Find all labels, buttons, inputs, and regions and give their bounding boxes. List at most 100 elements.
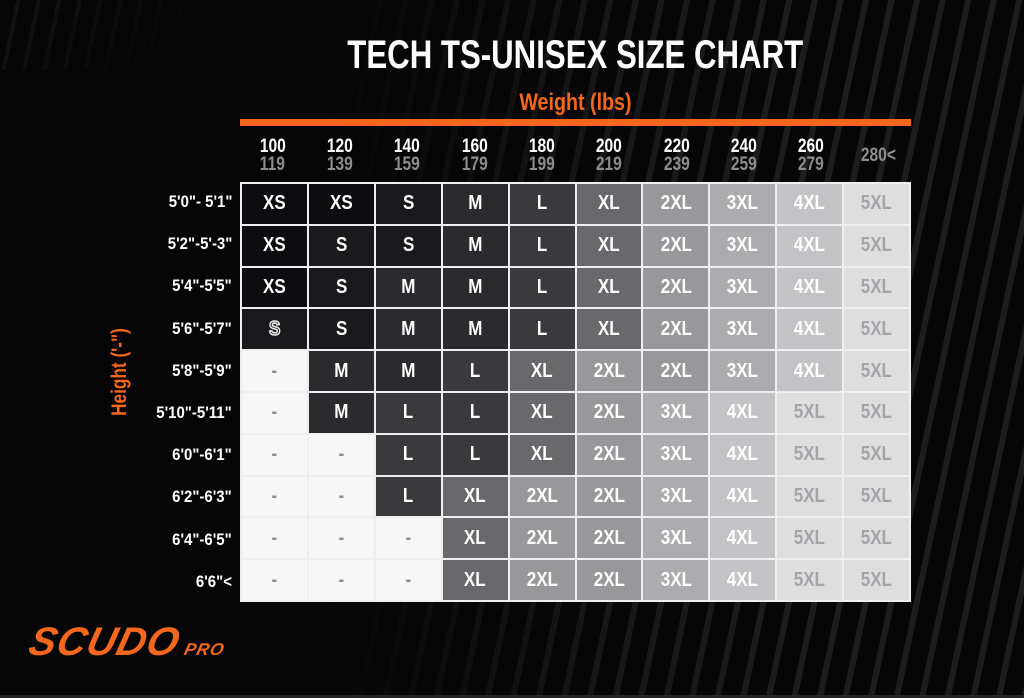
size-cell-value: 4XL	[794, 317, 826, 340]
weight-col-header: 100 119	[240, 136, 305, 176]
size-cell: 2XL	[643, 225, 709, 266]
size-cell-value: 2XL	[526, 568, 558, 591]
size-cell-value: -	[405, 526, 412, 549]
size-cell-value: 4XL	[727, 568, 759, 591]
size-cell: 5XL	[844, 560, 909, 600]
weight-axis-label-text: Weight (lbs)	[519, 89, 632, 116]
size-cell: S	[375, 184, 441, 224]
size-cell-value: 5XL	[860, 275, 893, 298]
size-cell-value: S	[335, 234, 348, 257]
size-cell: M	[442, 267, 508, 308]
size-cell-value: -	[338, 526, 345, 549]
size-cell-empty: -	[308, 518, 374, 559]
size-cell: 2XL	[576, 392, 642, 433]
size-cell-value: 2XL	[593, 526, 625, 549]
size-cell: 2XL	[576, 351, 642, 391]
size-cell: M	[375, 351, 441, 391]
size-cell-value: L	[536, 275, 548, 298]
weight-col-bottom-value: 119	[260, 154, 286, 175]
size-cell-value: XL	[531, 401, 553, 424]
size-cell-value: 3XL	[727, 317, 759, 340]
size-cell-value: M	[468, 192, 483, 215]
size-cell: L	[375, 434, 441, 475]
size-cell-value: 5XL	[860, 443, 893, 466]
size-cell-value: 2XL	[593, 359, 625, 382]
size-cell-value: 5XL	[860, 317, 893, 340]
size-cell-value: 2XL	[660, 192, 692, 215]
size-cell-value: XL	[464, 484, 487, 507]
size-cell-empty: -	[242, 434, 307, 475]
brand-name: SCUDO	[24, 620, 185, 664]
size-cell-value: M	[334, 359, 349, 382]
size-cell: 5XL	[844, 309, 909, 350]
size-cell: 5XL	[777, 392, 843, 433]
size-cell: XS	[242, 184, 307, 224]
size-cell-value: 5XL	[794, 484, 826, 507]
weight-col-header: 160 179	[442, 136, 507, 176]
bottom-edge-line	[0, 695, 1024, 698]
size-cell: L	[442, 434, 508, 475]
size-cell: 4XL	[710, 392, 776, 433]
height-row-label: 5'4"-5'5"	[116, 266, 232, 306]
height-row-label-text: 6'6"<	[195, 571, 232, 591]
size-cell-value: L	[536, 317, 548, 340]
weight-col-bottom-value: 259	[730, 154, 757, 175]
size-cell-value: 4XL	[794, 192, 826, 215]
weight-col-header: 140 159	[375, 136, 440, 176]
size-cell: 5XL	[777, 560, 843, 600]
size-cell-empty: -	[242, 518, 307, 559]
size-grid: XS XS S M L XL 2XL 3XL 4XL 5XL XS S S M L XL 2XL 3XL 4XL 5X…	[240, 182, 911, 602]
size-cell-value: 5XL	[794, 443, 826, 466]
weight-col-header: 260 279	[778, 136, 843, 176]
weight-col-bottom-value: 139	[326, 154, 353, 175]
size-cell-empty: -	[242, 476, 307, 517]
size-cell-value: XL	[464, 568, 487, 591]
size-cell: M	[442, 309, 508, 350]
size-cell-value: L	[469, 443, 481, 466]
size-cell: M	[442, 184, 508, 224]
size-cell: 4XL	[777, 309, 843, 350]
size-cell: 3XL	[710, 351, 776, 391]
size-cell: 5XL	[844, 476, 909, 517]
size-cell: 2XL	[576, 476, 642, 517]
size-cell-value: XS	[330, 192, 353, 215]
size-cell: XS	[242, 225, 307, 266]
size-cell: 5XL	[777, 476, 843, 517]
weight-col-header: 120 139	[307, 136, 372, 176]
size-cell-value: M	[401, 317, 416, 340]
size-cell-empty: -	[242, 560, 307, 600]
size-cell-value: 3XL	[660, 484, 692, 507]
size-cell-value: 2XL	[526, 484, 558, 507]
size-cell: 2XL	[576, 434, 642, 475]
height-row-label: 5'8"-5'9"	[116, 351, 232, 391]
size-cell: XS	[308, 184, 374, 224]
size-cell-value: 4XL	[727, 443, 759, 466]
size-cell-value: M	[468, 317, 483, 340]
size-cell: 2XL	[643, 351, 709, 391]
size-cell: M	[308, 392, 374, 433]
size-cell: S	[308, 309, 374, 350]
size-cell: XL	[576, 267, 642, 308]
size-cell: 5XL	[844, 351, 909, 391]
size-cell: 4XL	[710, 434, 776, 475]
size-cell: 3XL	[710, 184, 776, 224]
weight-col-top-value: 180	[528, 136, 555, 157]
size-cell-value: -	[271, 526, 278, 549]
size-cell: 5XL	[844, 225, 909, 266]
size-cell: 2XL	[576, 518, 642, 559]
height-row-label: 5'6"-5'7"	[116, 309, 232, 349]
size-cell: 3XL	[710, 309, 776, 350]
brand-suffix: PRO	[182, 640, 227, 659]
weight-col-top-value: 160	[461, 136, 488, 157]
size-cell-value: 2XL	[593, 401, 625, 424]
size-cell: L	[509, 184, 575, 224]
size-cell-value: L	[536, 234, 548, 257]
height-row-label-text: 5'2"-5'-3"	[167, 234, 232, 254]
size-cell: 4XL	[710, 476, 776, 517]
height-row-label-text: 6'0"-6'1"	[172, 445, 232, 465]
size-cell-value: 3XL	[727, 192, 759, 215]
size-cell-empty: -	[308, 476, 374, 517]
size-cell-value: 3XL	[727, 234, 759, 257]
size-cell: 3XL	[643, 560, 709, 600]
